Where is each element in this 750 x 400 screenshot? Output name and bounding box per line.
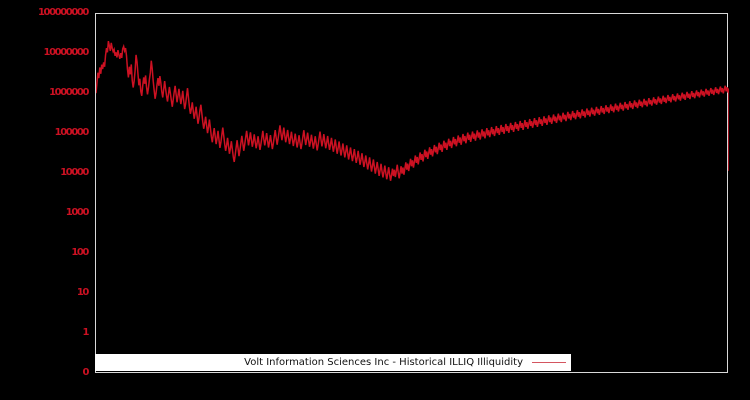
y-tick-label-10000: 10000 [60, 167, 89, 178]
y-tick-label-10000000: 10000000 [43, 47, 90, 58]
plot-area-frame [95, 13, 729, 373]
legend-box: Volt Information Sciences Inc - Historic… [95, 354, 571, 371]
y-tick-label-0: 0 [82, 367, 89, 378]
series-line-illiq [96, 40, 729, 181]
legend-line-swatch [532, 357, 566, 368]
y-tick-label-1: 1 [82, 327, 89, 338]
y-tick-label-10: 10 [76, 287, 90, 298]
legend-series-label: Volt Information Sciences Inc - Historic… [244, 357, 523, 368]
y-tick-label-1000000: 1000000 [49, 87, 89, 98]
y-tick-label-100: 100 [71, 247, 89, 258]
y-tick-label-100000000: 100000000 [37, 7, 89, 18]
y-tick-label-1000: 1000 [65, 207, 90, 218]
y-axis-tick-labels: 100000000 10000000 1000000 100000 10000 1000 1… [0, 0, 95, 400]
y-tick-label-100000: 100000 [54, 127, 90, 138]
series-polyline [96, 40, 729, 181]
